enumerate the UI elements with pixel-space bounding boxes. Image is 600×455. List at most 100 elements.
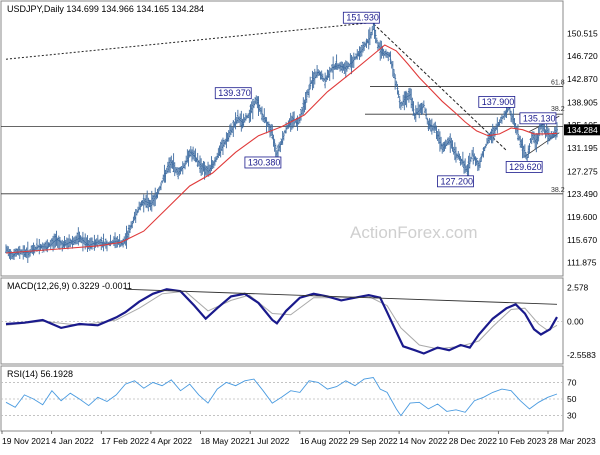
price-bar — [371, 26, 374, 36]
fib-label-1: 38.2 — [551, 106, 565, 113]
price-tick-label: 131.195 — [567, 143, 598, 153]
callout-low_4: 129.620 — [505, 161, 543, 173]
price-tick-label: 123.490 — [567, 189, 598, 199]
callout-box — [214, 87, 252, 100]
price-tick-label: 115.670 — [567, 235, 597, 245]
price-bar — [131, 220, 134, 229]
callout-box — [478, 95, 516, 108]
macd-layer — [1, 288, 563, 355]
date-tick-label: 28 Mar 2023 — [548, 436, 596, 446]
price-bar — [396, 83, 399, 95]
price-bar — [328, 66, 331, 81]
rsi-tick-label: 70 — [567, 377, 577, 387]
last-price-box — [564, 124, 600, 136]
price-bar — [375, 37, 378, 44]
price-bar — [271, 124, 274, 140]
price-bar — [161, 180, 164, 184]
date-tick-label: 28 Dec 2022 — [449, 436, 497, 446]
callout-label: 127.200 — [440, 176, 473, 186]
date-tick-label: 4 Jan 2022 — [52, 436, 94, 446]
price-bar — [425, 108, 428, 119]
price-tick-label: 142.870 — [567, 74, 598, 84]
macd-trendline — [125, 288, 558, 305]
price-bar — [422, 100, 425, 108]
price-panel-title: USDJPY,Daily 134.699 134.966 134.165 134… — [7, 4, 204, 14]
price-bar — [273, 139, 276, 152]
price-bar — [272, 135, 275, 147]
price-bar — [128, 224, 131, 233]
rsi-layer — [1, 377, 563, 417]
fib-label-0: 61.8 — [551, 80, 565, 87]
callout-box — [342, 11, 380, 24]
price-bar — [309, 76, 312, 90]
last-price-label: 134.284 — [567, 125, 598, 135]
callout-box — [437, 175, 474, 188]
price-bar — [399, 101, 402, 110]
callout-label: 137.900 — [482, 97, 515, 107]
price-bar — [516, 124, 519, 141]
rsi-panel-title: RSI(14) 56.1928 — [7, 369, 73, 379]
price-tick-label: 146.720 — [567, 51, 598, 61]
callout-box — [505, 161, 543, 173]
price-bar — [397, 90, 400, 99]
date-tick-label: 10 Feb 2023 — [498, 436, 546, 446]
callout-high_2: 139.370 — [214, 87, 252, 100]
price-panel-frame — [0, 0, 564, 277]
price-tick-label: 127.275 — [567, 166, 598, 176]
date-tick-label: 4 Apr 2022 — [151, 436, 192, 446]
date-tick-label: 29 Sep 2022 — [349, 436, 397, 446]
price-bar — [260, 106, 263, 121]
price-tick-label: 138.905 — [567, 97, 598, 107]
callout-low_2: 130.380 — [244, 156, 282, 169]
callout-peak: 151.930 — [342, 11, 380, 24]
price-bar — [157, 187, 160, 195]
downtrend-line — [372, 23, 507, 151]
price-bar — [365, 38, 368, 48]
macd-panel-title: MACD(12,26,9) 0.3229 -0.0011 — [7, 281, 132, 291]
macd-series-macd — [5, 288, 558, 355]
callout-label: 135.130 — [523, 113, 556, 123]
price-bar — [451, 140, 454, 152]
callout-box — [519, 112, 557, 125]
date-tick-label: 18 May 2022 — [201, 436, 250, 446]
price-bar — [392, 69, 395, 79]
macd-tick-label: 2.578 — [567, 283, 589, 293]
axis-layer: 150.515146.720142.870138.905135.105131.1… — [1, 29, 600, 446]
moving-average-line — [5, 44, 558, 254]
rsi-series — [5, 377, 558, 417]
price-tick-label: 111.875 — [567, 258, 597, 268]
date-tick-label: 16 Aug 2022 — [300, 436, 348, 446]
price-bar — [480, 153, 483, 162]
price-bar — [132, 216, 135, 224]
price-bar — [496, 117, 499, 134]
long-trendline — [5, 21, 374, 60]
callout-label: 129.620 — [509, 162, 542, 172]
price-bar — [469, 156, 472, 162]
price-bar — [528, 143, 531, 154]
price-bar — [305, 90, 308, 103]
callout-high_3: 137.900 — [478, 95, 516, 108]
rsi-tick-label: 30 — [567, 411, 577, 421]
callout-label: 151.930 — [346, 13, 379, 23]
price-bar — [468, 152, 471, 169]
price-bar — [389, 51, 392, 65]
macd-tick-label: 0.00 — [567, 316, 584, 326]
price-bar — [483, 146, 486, 152]
price-tick-label: 119.600 — [567, 212, 597, 222]
macd-series-signal — [5, 290, 558, 350]
fib-label-2: 38.2 — [551, 187, 565, 194]
price-bar — [122, 238, 125, 248]
callout-box — [244, 156, 282, 169]
date-tick-label: 1 Jul 2022 — [250, 436, 289, 446]
price-bars — [5, 17, 558, 263]
price-bar — [394, 74, 397, 90]
callout-label: 139.370 — [218, 88, 251, 98]
rsi-panel-frame — [0, 365, 564, 432]
rsi-tick-label: 50 — [567, 394, 577, 404]
price-bar — [426, 117, 429, 125]
price-bar — [395, 80, 398, 87]
watermark: ActionForex.com — [350, 223, 478, 242]
macd-tick-label: -2.5583 — [567, 350, 596, 360]
